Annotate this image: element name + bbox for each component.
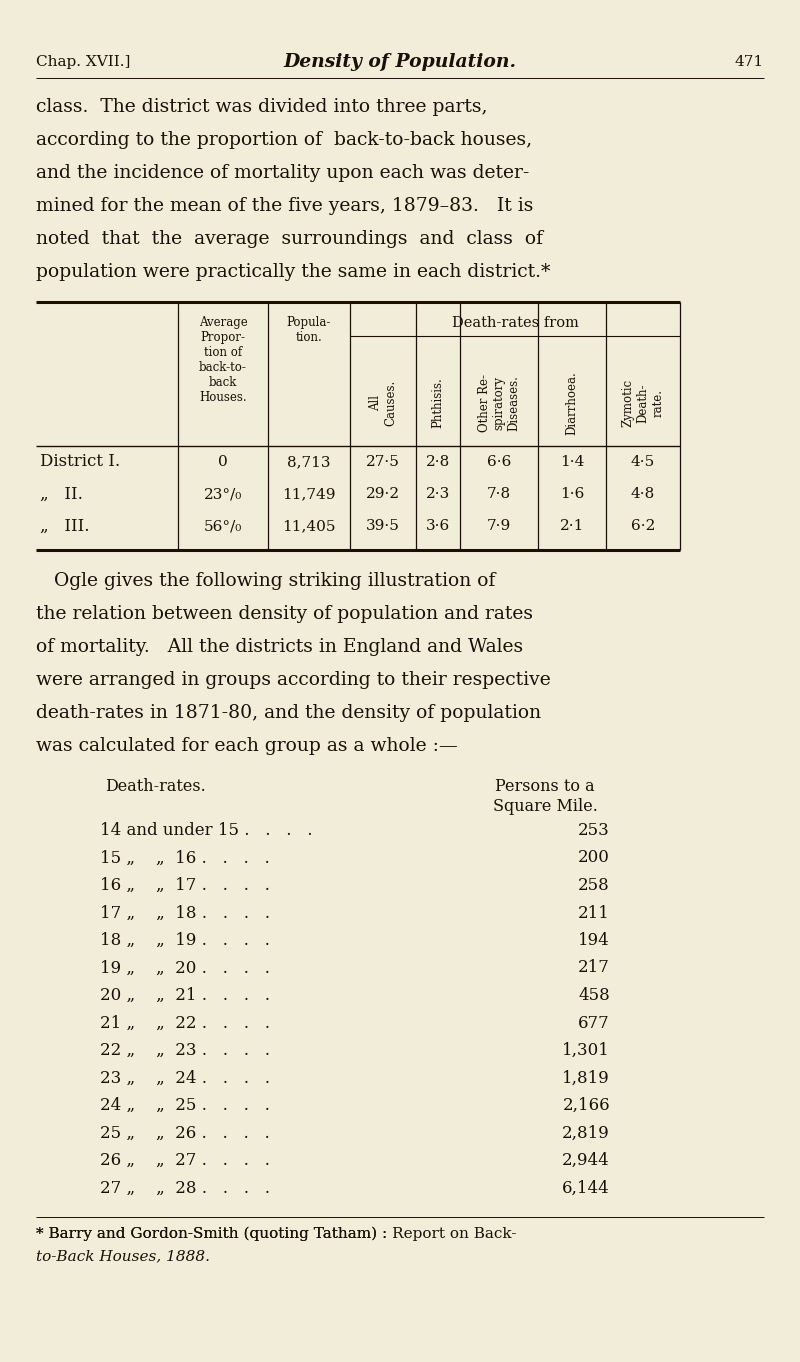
- Text: Persons to a: Persons to a: [495, 778, 595, 795]
- Text: „   II.: „ II.: [40, 485, 83, 503]
- Text: Death-rates from: Death-rates from: [451, 316, 578, 330]
- Text: 26 „    „  27 .   .   .   .: 26 „ „ 27 . . . .: [100, 1152, 270, 1169]
- Text: class.  The district was divided into three parts,: class. The district was divided into thr…: [36, 98, 487, 116]
- Text: 258: 258: [578, 877, 610, 893]
- Text: 2·1: 2·1: [560, 519, 584, 533]
- Text: 15 „    „  16 .   .   .   .: 15 „ „ 16 . . . .: [100, 850, 270, 866]
- Text: of mortality.   All the districts in England and Wales: of mortality. All the districts in Engla…: [36, 637, 523, 656]
- Text: 11,405: 11,405: [282, 519, 336, 533]
- Text: Zymotic
Death-
rate.: Zymotic Death- rate.: [622, 379, 665, 428]
- Text: 2,166: 2,166: [562, 1096, 610, 1114]
- Text: death-rates in 1871-80, and the density of population: death-rates in 1871-80, and the density …: [36, 704, 541, 722]
- Text: 2,819: 2,819: [562, 1125, 610, 1141]
- Text: and the incidence of mortality upon each was deter-: and the incidence of mortality upon each…: [36, 163, 530, 183]
- Text: was calculated for each group as a whole :—: was calculated for each group as a whole…: [36, 737, 458, 755]
- Text: 7·8: 7·8: [487, 488, 511, 501]
- Text: 14 and under 15 .   .   .   .: 14 and under 15 . . . .: [100, 823, 313, 839]
- Text: 4·8: 4·8: [631, 488, 655, 501]
- Text: 19 „    „  20 .   .   .   .: 19 „ „ 20 . . . .: [100, 959, 270, 977]
- Text: Density of Population.: Density of Population.: [283, 53, 517, 71]
- Text: 27 „    „  28 .   .   .   .: 27 „ „ 28 . . . .: [100, 1179, 270, 1196]
- Text: according to the proportion of  back-to-back houses,: according to the proportion of back-to-b…: [36, 131, 532, 148]
- Text: 677: 677: [578, 1015, 610, 1031]
- Text: 6·6: 6·6: [487, 455, 511, 469]
- Text: 217: 217: [578, 959, 610, 977]
- Text: 39·5: 39·5: [366, 519, 400, 533]
- Text: District I.: District I.: [40, 454, 120, 470]
- Text: 16 „    „  17 .   .   .   .: 16 „ „ 17 . . . .: [100, 877, 270, 893]
- Text: 194: 194: [578, 932, 610, 949]
- Text: 2,944: 2,944: [562, 1152, 610, 1169]
- Text: 211: 211: [578, 904, 610, 922]
- Text: the relation between density of population and rates: the relation between density of populati…: [36, 605, 533, 622]
- Text: 56°/₀: 56°/₀: [204, 519, 242, 533]
- Text: 253: 253: [578, 823, 610, 839]
- Text: 1,301: 1,301: [562, 1042, 610, 1060]
- Text: 27·5: 27·5: [366, 455, 400, 469]
- Text: 22 „    „  23 .   .   .   .: 22 „ „ 23 . . . .: [100, 1042, 270, 1060]
- Text: Average
Propor-
tion of
back-to-
back
Houses.: Average Propor- tion of back-to- back Ho…: [198, 316, 247, 405]
- Text: 2·3: 2·3: [426, 488, 450, 501]
- Text: were arranged in groups according to their respective: were arranged in groups according to the…: [36, 671, 550, 689]
- Text: 8,713: 8,713: [287, 455, 330, 469]
- Text: „   III.: „ III.: [40, 518, 90, 534]
- Text: Chap. XVII.]: Chap. XVII.]: [36, 54, 130, 69]
- Text: mined for the mean of the five years, 1879–83.   It is: mined for the mean of the five years, 18…: [36, 197, 534, 215]
- Text: 17 „    „  18 .   .   .   .: 17 „ „ 18 . . . .: [100, 904, 270, 922]
- Text: to-Back Houses, 1888.: to-Back Houses, 1888.: [36, 1249, 210, 1263]
- Text: Other Re-
spiratory
Diseases.: Other Re- spiratory Diseases.: [478, 375, 521, 432]
- Text: Diarrhoea.: Diarrhoea.: [566, 370, 578, 434]
- Text: 1·4: 1·4: [560, 455, 584, 469]
- Text: 11,749: 11,749: [282, 488, 336, 501]
- Text: Death-rates.: Death-rates.: [105, 778, 206, 795]
- Text: * Barry and Gordon-Smith (quoting Tatham) : Report on Back-: * Barry and Gordon-Smith (quoting Tatham…: [36, 1227, 517, 1241]
- Text: 471: 471: [735, 54, 764, 69]
- Text: 1,819: 1,819: [562, 1069, 610, 1087]
- Text: 21 „    „  22 .   .   .   .: 21 „ „ 22 . . . .: [100, 1015, 270, 1031]
- Text: 200: 200: [578, 850, 610, 866]
- Text: All
Causes.: All Causes.: [369, 380, 397, 426]
- Text: 6,144: 6,144: [562, 1179, 610, 1196]
- Text: 458: 458: [578, 987, 610, 1004]
- Text: 7·9: 7·9: [487, 519, 511, 533]
- Text: 20 „    „  21 .   .   .   .: 20 „ „ 21 . . . .: [100, 987, 270, 1004]
- Text: 0: 0: [218, 455, 228, 469]
- Text: 18 „    „  19 .   .   .   .: 18 „ „ 19 . . . .: [100, 932, 270, 949]
- Text: 23°/₀: 23°/₀: [204, 488, 242, 501]
- Text: 3·6: 3·6: [426, 519, 450, 533]
- Text: Square Mile.: Square Mile.: [493, 798, 598, 814]
- Text: Popula-
tion.: Popula- tion.: [287, 316, 331, 345]
- Text: 25 „    „  26 .   .   .   .: 25 „ „ 26 . . . .: [100, 1125, 270, 1141]
- Text: population were practically the same in each district.*: population were practically the same in …: [36, 263, 550, 281]
- Text: 4·5: 4·5: [631, 455, 655, 469]
- Text: 23 „    „  24 .   .   .   .: 23 „ „ 24 . . . .: [100, 1069, 270, 1087]
- Text: 24 „    „  25 .   .   .   .: 24 „ „ 25 . . . .: [100, 1096, 270, 1114]
- Text: * Barry and Gordon-Smith (quoting Tatham) :: * Barry and Gordon-Smith (quoting Tatham…: [36, 1227, 392, 1241]
- Text: noted  that  the  average  surroundings  and  class  of: noted that the average surroundings and …: [36, 230, 543, 248]
- Text: Ogle gives the following striking illustration of: Ogle gives the following striking illust…: [36, 572, 495, 590]
- Text: Phthisis.: Phthisis.: [431, 377, 445, 429]
- Text: 29·2: 29·2: [366, 488, 400, 501]
- Text: 6·2: 6·2: [631, 519, 655, 533]
- Text: 1·6: 1·6: [560, 488, 584, 501]
- Text: 2·8: 2·8: [426, 455, 450, 469]
